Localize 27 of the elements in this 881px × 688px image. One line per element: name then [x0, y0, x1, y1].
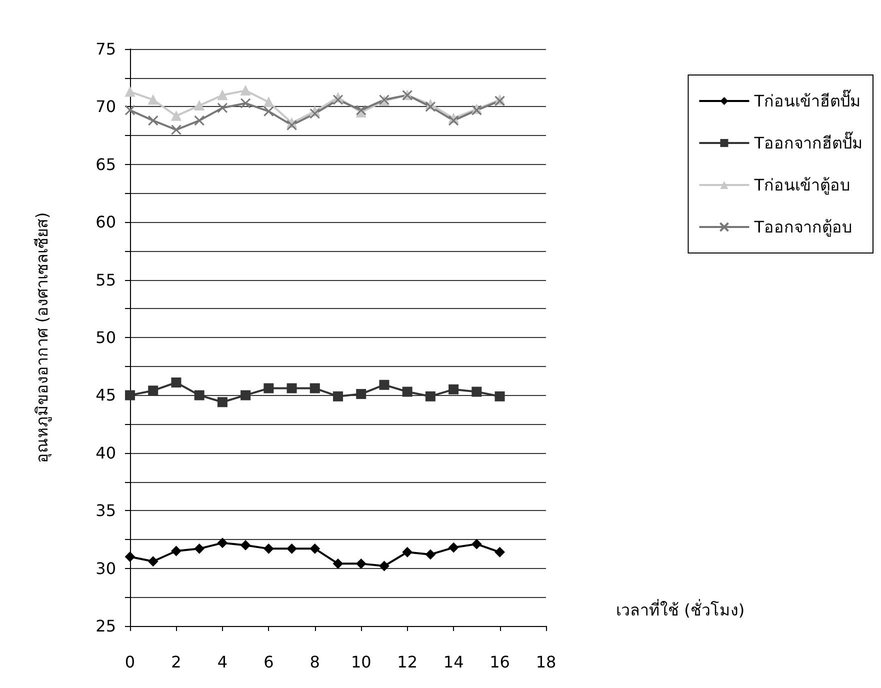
- x-tick-label: 18: [536, 652, 556, 672]
- x-tick-label: 2: [171, 652, 182, 672]
- y-tick-label: 55: [96, 270, 116, 290]
- legend-label: Tออกจากตู้อบ: [753, 218, 852, 238]
- y-tick-label: 60: [96, 212, 116, 232]
- x-tick-label: 0: [124, 652, 136, 672]
- x-axis-title: เวลาที่ใช้ (ชั่วโมง): [616, 598, 745, 620]
- x-tick-label: 4: [217, 652, 228, 672]
- y-tick-label: 25: [96, 616, 116, 636]
- x-tick-label: 14: [443, 652, 464, 672]
- y-tick-label: 45: [96, 386, 116, 405]
- x-tick-label: 10: [350, 652, 372, 672]
- legend-label: Tก่อนเข้าตู้อบ: [753, 176, 850, 196]
- y-tick-label: 75: [96, 40, 116, 58]
- x-tick-label: 8: [310, 652, 320, 672]
- x-tick-label: 6: [264, 652, 274, 672]
- y-tick-label: 70: [96, 97, 116, 116]
- y-tick-label: 30: [96, 558, 116, 578]
- y-tick-label: 35: [96, 501, 116, 520]
- legend-label: Tก่อนเข้าฮีตปั๊ม: [753, 90, 862, 110]
- legend-label: Tออกจากฮีตปั๊ม: [753, 132, 864, 152]
- y-tick-label: 40: [96, 443, 116, 462]
- x-tick-label: 16: [490, 652, 510, 672]
- y-tick-label: 50: [96, 328, 116, 347]
- x-tick-label: 12: [397, 652, 418, 672]
- y-tick-label: 65: [96, 154, 116, 174]
- y-axis-title: อุณหภูมิของอากาศ (องศาเซลเซียส): [32, 212, 52, 463]
